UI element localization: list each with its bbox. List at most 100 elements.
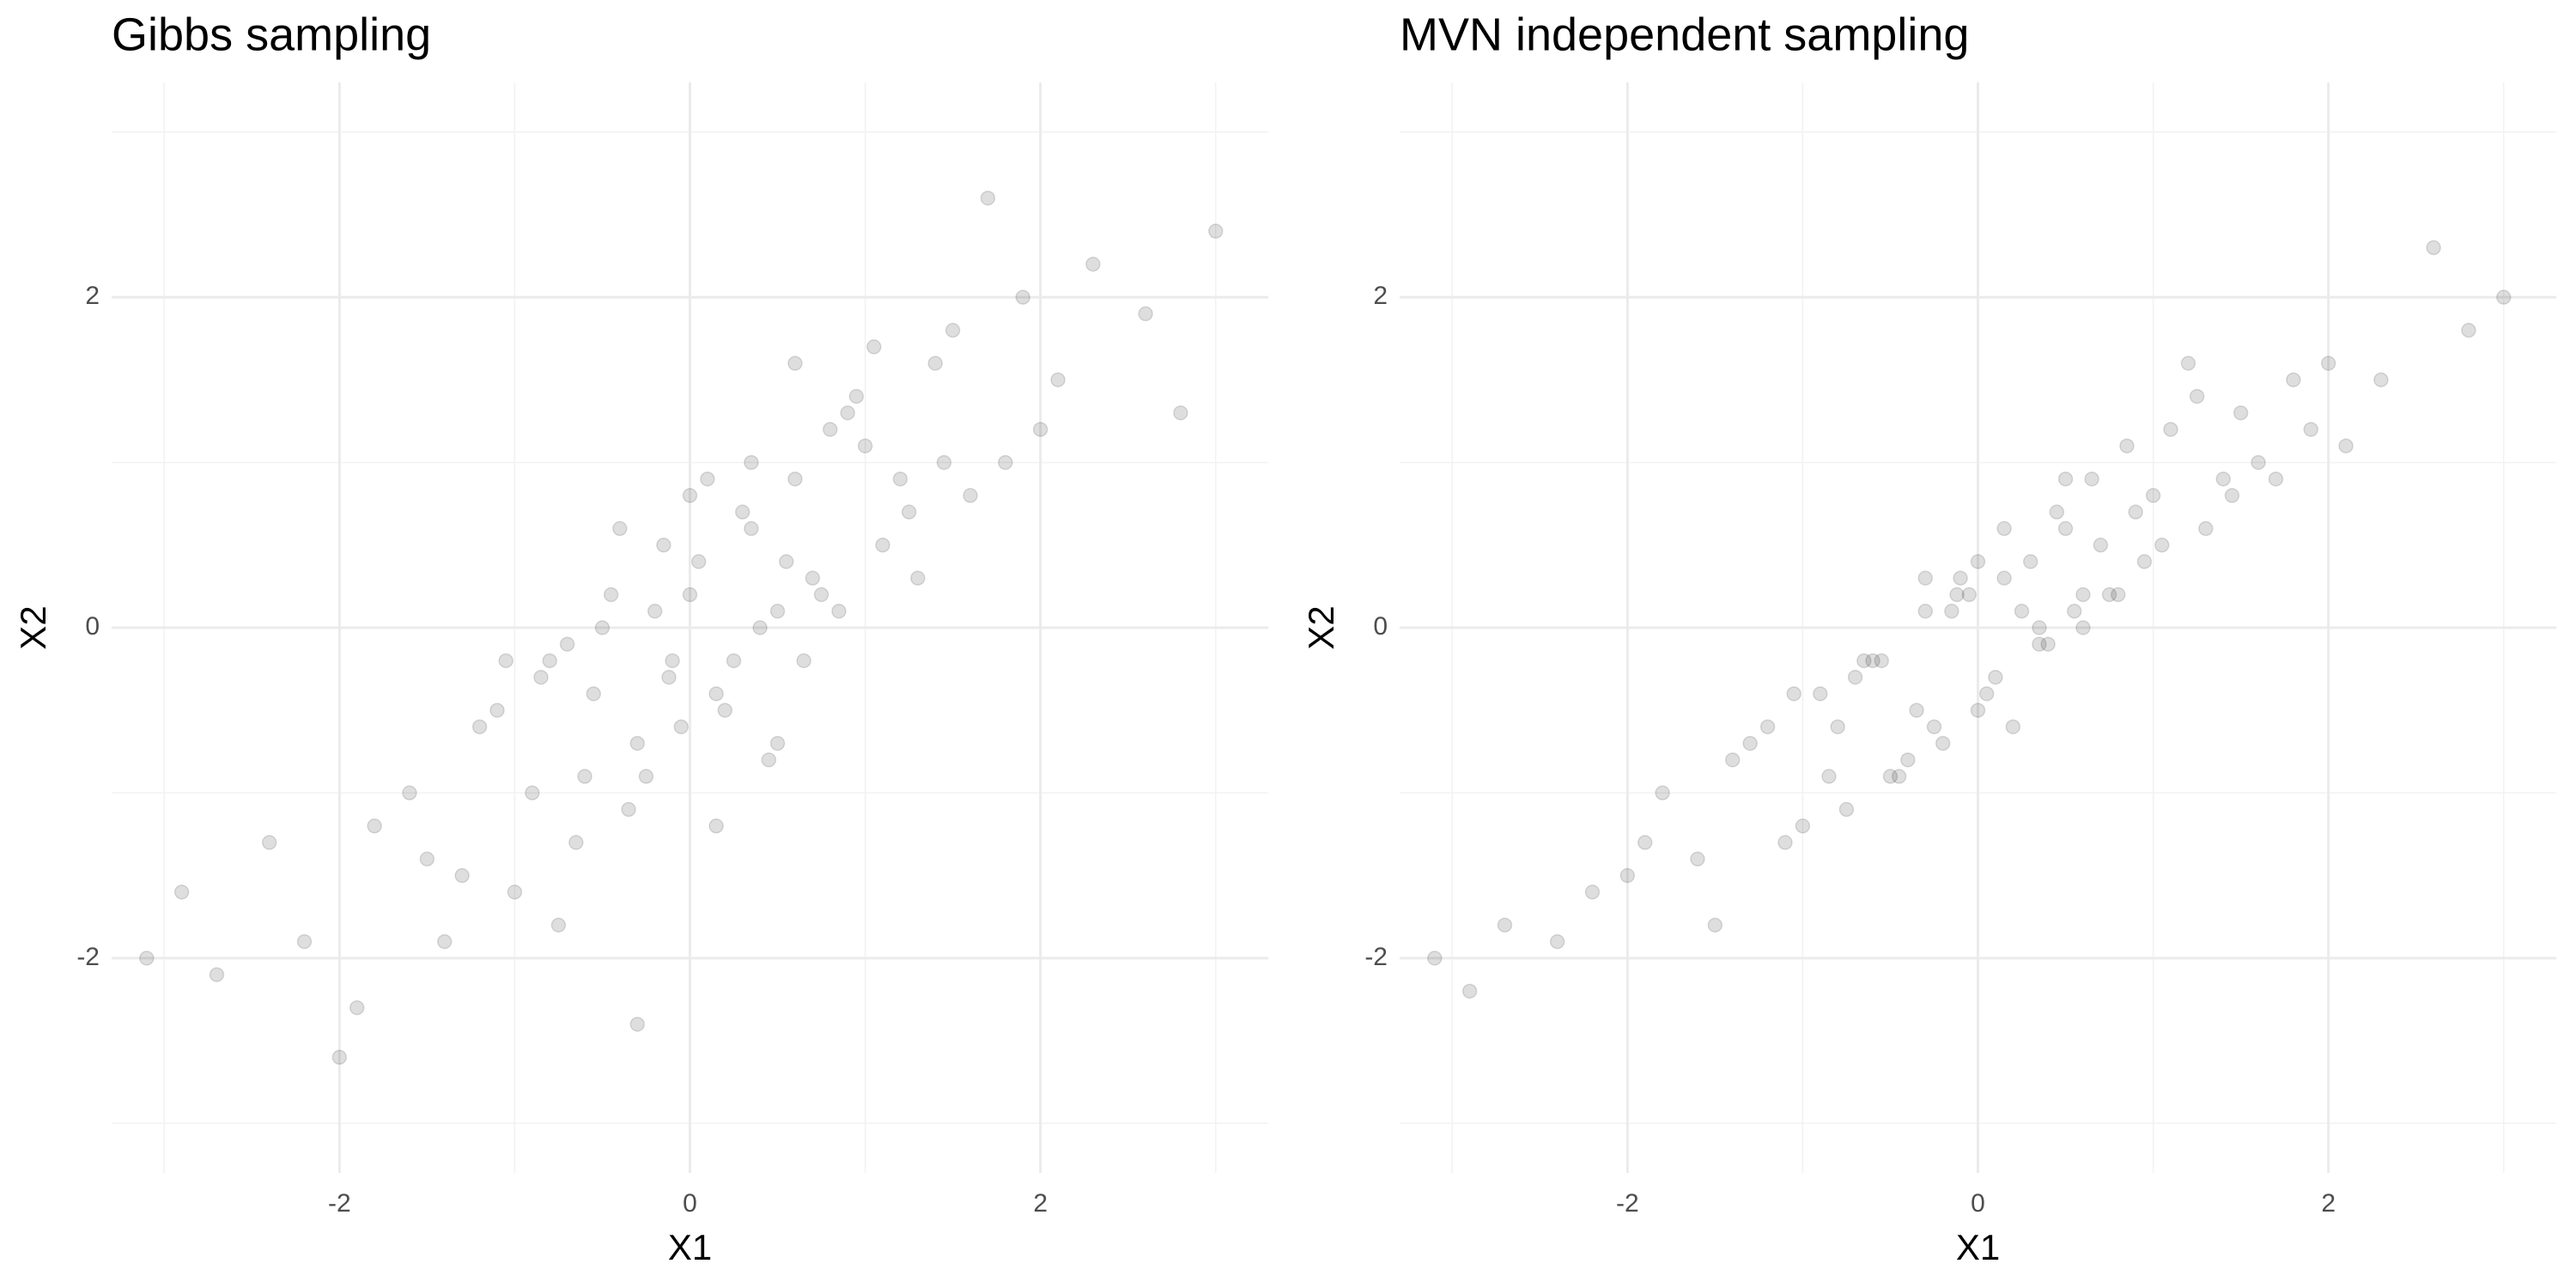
point — [471, 719, 488, 735]
point — [708, 818, 724, 834]
point — [2338, 438, 2354, 454]
point — [708, 686, 724, 702]
point — [2373, 372, 2389, 388]
point — [2032, 636, 2047, 652]
point — [2075, 586, 2091, 603]
point — [1725, 752, 1741, 768]
point — [700, 471, 715, 487]
point — [2320, 355, 2336, 371]
point — [661, 669, 677, 685]
point — [2084, 471, 2099, 487]
point — [1856, 653, 1872, 669]
point — [682, 488, 698, 503]
point — [2154, 538, 2170, 553]
point — [550, 917, 567, 933]
point — [1549, 933, 1565, 950]
point — [2040, 636, 2056, 652]
point — [1786, 686, 1801, 702]
point — [2005, 719, 2021, 735]
point — [1926, 719, 1942, 735]
point — [1138, 306, 1153, 322]
point — [454, 867, 470, 884]
point — [2101, 586, 2117, 603]
point — [1085, 256, 1101, 272]
point — [2268, 471, 2284, 487]
point — [577, 769, 592, 784]
point — [1865, 653, 1880, 669]
point — [1427, 951, 1443, 966]
point — [787, 355, 803, 371]
point — [980, 190, 996, 206]
point — [1917, 604, 1934, 619]
point — [1742, 735, 1758, 751]
point — [734, 504, 750, 520]
point — [2303, 422, 2319, 437]
point — [2093, 538, 2109, 553]
x-tick-label: 0 — [1971, 1189, 1985, 1218]
point — [717, 702, 733, 718]
x-tick-label: -2 — [1616, 1189, 1639, 1218]
point — [603, 586, 619, 603]
chart-title: Gibbs sampling — [112, 9, 431, 60]
x-tick-label: 2 — [2321, 1189, 2336, 1218]
point — [945, 322, 961, 338]
point — [2163, 422, 2178, 437]
point — [2286, 372, 2301, 388]
point — [690, 554, 707, 569]
point — [1970, 554, 1986, 569]
point — [1874, 653, 1889, 669]
point — [629, 1017, 646, 1032]
point — [1953, 570, 1968, 586]
point — [1208, 223, 1224, 239]
point — [419, 851, 435, 867]
point — [831, 604, 847, 619]
point — [1032, 422, 1048, 437]
point — [525, 785, 540, 801]
point — [901, 504, 917, 520]
point — [998, 454, 1013, 471]
point — [2426, 240, 2441, 256]
point — [682, 586, 698, 603]
point — [2251, 454, 2266, 471]
point — [936, 454, 952, 471]
point — [296, 933, 313, 950]
point — [875, 538, 890, 553]
point — [139, 951, 155, 966]
point — [1461, 983, 1478, 999]
point — [2014, 604, 2030, 619]
point — [647, 604, 663, 619]
point — [2111, 586, 2126, 603]
point — [2128, 504, 2143, 520]
point — [489, 702, 505, 718]
x-tick-label: 2 — [1033, 1189, 1048, 1218]
point — [1173, 405, 1188, 421]
point — [2119, 438, 2135, 454]
point — [796, 653, 811, 669]
point — [805, 570, 821, 586]
point — [1917, 570, 1934, 586]
point — [559, 636, 575, 652]
point — [1838, 801, 1855, 817]
point — [866, 339, 882, 355]
point — [726, 653, 742, 669]
point — [2075, 620, 2091, 635]
point — [1900, 752, 1916, 768]
point — [2057, 471, 2074, 487]
y-tick-label: -2 — [1364, 943, 1388, 971]
point — [857, 438, 873, 454]
point — [612, 520, 628, 537]
point — [2198, 520, 2214, 537]
point — [1891, 769, 1907, 784]
point — [848, 388, 865, 404]
point — [1584, 884, 1601, 900]
point — [761, 752, 777, 768]
point — [1949, 586, 1965, 603]
chart-title: MVN independent sampling — [1400, 9, 1969, 60]
point — [927, 355, 943, 371]
point — [1882, 769, 1899, 784]
point — [586, 686, 601, 702]
point — [1813, 686, 1828, 702]
point — [1690, 851, 1705, 867]
point — [673, 719, 690, 735]
point — [402, 785, 417, 801]
